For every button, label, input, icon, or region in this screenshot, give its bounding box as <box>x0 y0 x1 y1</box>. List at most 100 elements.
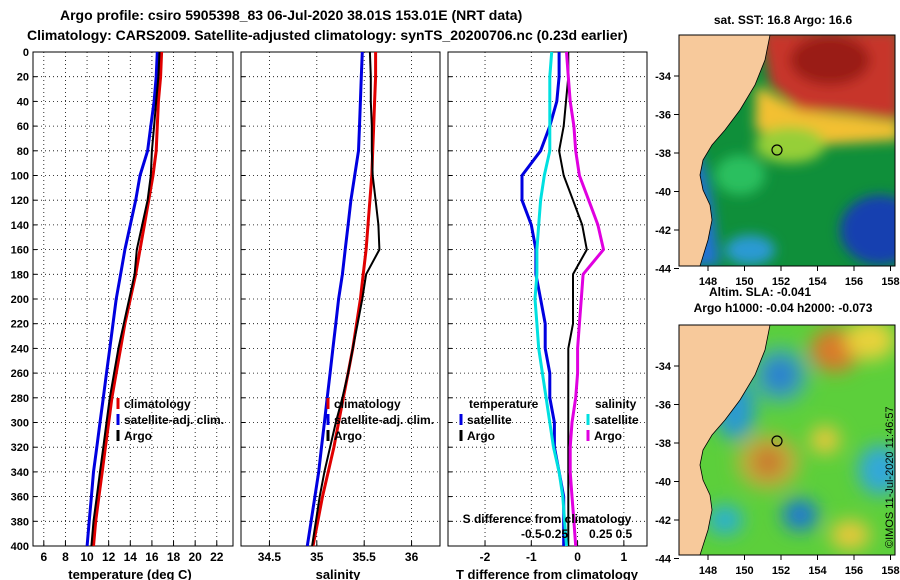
sla-map-subtitle: Argo h1000: -0.04 h2000: -0.073 <box>694 301 873 315</box>
pressure-tick-label: 40 <box>17 96 29 108</box>
sla-high-east <box>810 426 840 454</box>
temperature-panel <box>32 51 234 547</box>
x-tick-label: 6 <box>40 550 47 564</box>
lon-tick-label: 152 <box>772 276 790 288</box>
sst-map-frame <box>678 34 896 267</box>
x-tick-label: 35 <box>310 550 324 564</box>
x-tick-label: -1 <box>526 550 537 564</box>
s-tick-label: -0.25 <box>541 527 569 541</box>
legend-s-satellite-label: satellite <box>594 413 639 427</box>
legend-salinity-header: salinity <box>595 397 637 411</box>
series-line-satellite-adj-clim- <box>305 51 364 547</box>
difference-plot-frame <box>447 51 648 547</box>
lon-tick-label: 158 <box>881 565 899 577</box>
series-line-t-argo <box>558 52 588 546</box>
lon-tick-label: 148 <box>699 565 717 577</box>
x-tick-label: 20 <box>188 550 202 564</box>
x-tick-label: 0 <box>574 550 581 564</box>
pressure-tick-label: 80 <box>17 146 29 158</box>
title-line-1: Argo profile: csiro 5905398_83 06-Jul-20… <box>60 7 522 23</box>
series-line-argo <box>90 51 161 547</box>
lon-tick-label: 158 <box>881 276 899 288</box>
pressure-tick-label: 360 <box>11 492 29 504</box>
pressure-tick-label: 400 <box>11 541 29 553</box>
x-tick-label: 16 <box>145 550 159 564</box>
legend-temperature-header: temperature <box>469 397 539 411</box>
pressure-tick-label: 140 <box>11 220 29 232</box>
pressure-tick-label: 100 <box>11 171 29 183</box>
sla-low-north-ring <box>750 345 810 405</box>
sst-dark-red-core <box>790 35 870 85</box>
legend-argo-label: Argo <box>124 429 152 443</box>
pressure-tick-label: 340 <box>11 467 29 479</box>
s-tick-label: 0.5 <box>616 527 633 541</box>
sla-high-center-ring <box>736 434 800 490</box>
pressure-tick-label: 60 <box>17 121 29 133</box>
lat-tick-label: -38 <box>655 148 671 160</box>
pressure-tick-label: 160 <box>11 245 29 257</box>
title-line-2: Climatology: CARS2009. Satellite-adjuste… <box>27 27 628 43</box>
lat-tick-label: -44 <box>655 554 672 566</box>
sla-high-ne-yellow <box>845 325 895 360</box>
sla-map-title: Altim. SLA: -0.041 <box>709 285 811 299</box>
legend-t-satellite-label: satellite <box>467 413 512 427</box>
sla-map-axes: -34 -36 -38 -40 -42 -44 148 150 152 154 156 158 <box>655 361 900 577</box>
pressure-tick-label: 320 <box>11 442 29 454</box>
x-tick-label: 34.5 <box>258 550 282 564</box>
legend-satellite-label: satellite-adj. clim. <box>334 413 434 427</box>
sla-high-southeast <box>830 520 870 550</box>
sst-yellow-patch <box>755 127 825 163</box>
salinity-xlabel: salinity <box>316 567 362 580</box>
sla-argo-location-marker <box>771 435 783 447</box>
sst-map-title: sat. SST: 16.8 Argo: 16.6 <box>714 13 853 27</box>
lon-tick-label: 150 <box>735 565 753 577</box>
series-line-s-satellite <box>533 51 568 547</box>
legend-climatology-label: climatology <box>124 397 191 411</box>
lat-tick-label: -34 <box>655 71 672 83</box>
lat-tick-label: -42 <box>655 225 671 237</box>
pressure-tick-label: 380 <box>11 516 29 528</box>
x-tick-label: 8 <box>62 550 69 564</box>
legend-argo-label: Argo <box>334 429 362 443</box>
lon-tick-label: 154 <box>808 565 827 577</box>
lon-tick-label: 152 <box>772 565 790 577</box>
lat-tick-label: -40 <box>655 187 671 199</box>
lon-tick-label: 150 <box>735 276 753 288</box>
series-line-satellite-adj-clim- <box>85 51 159 547</box>
sla-map <box>679 325 895 555</box>
series-line-climatology <box>92 51 164 547</box>
series-line-s-argo <box>565 51 605 547</box>
sla-map-frame <box>678 324 896 556</box>
legend-t-argo-label: Argo <box>467 429 495 443</box>
x-tick-label: 12 <box>102 550 116 564</box>
salinity-panel <box>240 51 441 547</box>
sla-low-southwest <box>707 505 743 535</box>
pressure-tick-label: 20 <box>17 72 29 84</box>
difference-legend: temperature salinity satellite Argo sate… <box>459 397 639 443</box>
lon-tick-label: 154 <box>808 276 827 288</box>
sla-low-east <box>858 445 895 495</box>
pressure-tick-label: 120 <box>11 195 29 207</box>
x-tick-label: 22 <box>210 550 224 564</box>
pressure-tick-label: 200 <box>11 294 29 306</box>
sla-low-south <box>782 499 818 531</box>
x-tick-label: 1 <box>621 550 628 564</box>
x-tick-label: 36 <box>405 550 419 564</box>
pressure-tick-label: 280 <box>11 393 29 405</box>
pressure-tick-label: 180 <box>11 269 29 281</box>
salinity-legend: climatology satellite-adj. clim. Argo <box>326 397 434 443</box>
sst-argo-location-marker <box>771 144 783 156</box>
temperature-legend: climatology satellite-adj. clim. Argo <box>116 397 224 443</box>
sst-map-axes: -34 -36 -38 -40 -42 -44 148 150 152 154 156 158 <box>655 71 900 288</box>
series-line-argo <box>311 51 381 547</box>
temperature-xlabel: temperature (deg C) <box>68 567 192 580</box>
x-tick-label: 10 <box>80 550 94 564</box>
sst-green-lowlight <box>715 155 765 195</box>
pressure-tick-label: 0 <box>23 47 29 59</box>
sst-map <box>679 35 895 266</box>
lat-tick-label: -42 <box>655 515 671 527</box>
pressure-tick-label: 220 <box>11 319 29 331</box>
lat-tick-label: -36 <box>655 110 671 122</box>
s-difference-label: S difference from climatology <box>463 512 632 526</box>
